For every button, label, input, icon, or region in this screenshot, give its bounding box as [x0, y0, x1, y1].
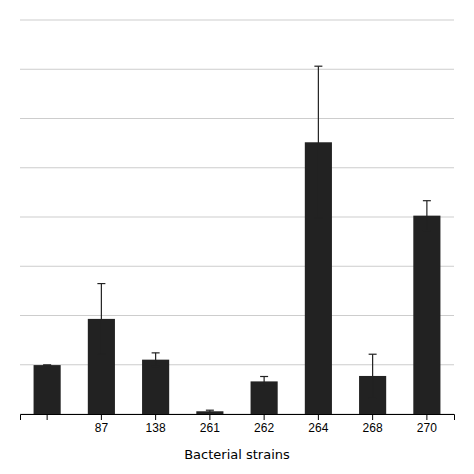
x-tick-label: 262 — [254, 421, 274, 435]
x-axis-title: Bacterial strains — [184, 447, 290, 462]
plot: 87 138 261 262 264 268 270 — [20, 20, 455, 435]
x-tick-label: 138 — [146, 421, 166, 435]
error-bar-cap — [97, 354, 105, 355]
grid-line — [20, 20, 454, 21]
error-bar-cap — [97, 283, 105, 284]
error-bar-stem — [426, 201, 427, 231]
x-tick-mark — [318, 414, 319, 420]
error-bar-stem — [155, 353, 156, 367]
bar — [142, 360, 169, 414]
error-bar-cap — [260, 376, 268, 377]
error-bar — [43, 365, 51, 366]
error-bar-stem — [264, 377, 265, 387]
error-bar-cap — [43, 364, 51, 365]
x-tick — [47, 414, 48, 420]
x-tick-mark — [372, 414, 373, 420]
error-bar — [260, 377, 268, 387]
error-bar-cap — [152, 366, 160, 367]
x-tick-label: 270 — [417, 421, 437, 435]
chart: 87 138 261 262 264 268 270 Bacterial strains — [0, 0, 474, 474]
error-bar — [97, 284, 105, 355]
marks — [34, 66, 441, 414]
grid-line — [20, 118, 454, 119]
x-tick-mark — [101, 414, 102, 420]
x-tick: 261 — [200, 414, 220, 435]
grid-line — [20, 167, 454, 168]
error-bar-cap — [206, 412, 214, 413]
error-bar-cap — [423, 200, 431, 201]
x-axis: 87 138 261 262 264 268 270 — [21, 414, 455, 435]
error-bar-stem — [318, 66, 319, 218]
error-bar-cap — [369, 354, 377, 355]
error-bar — [152, 353, 160, 367]
x-tick-mark — [47, 414, 48, 420]
error-bar-cap — [369, 397, 377, 398]
bar — [34, 365, 61, 414]
x-tick: 87 — [95, 414, 109, 435]
x-tick-mark — [264, 414, 265, 420]
grid-line — [20, 69, 454, 70]
x-tick-mark — [155, 414, 156, 420]
x-tick: 270 — [417, 414, 437, 435]
error-bar — [206, 410, 214, 412]
x-tick-label: 268 — [363, 421, 383, 435]
grid-line — [20, 364, 454, 365]
error-bar-stem — [372, 354, 373, 397]
error-bar-cap — [314, 66, 322, 67]
x-tick: 262 — [254, 414, 274, 435]
error-bar-stem — [101, 284, 102, 355]
grid-line — [20, 217, 454, 218]
error-bar-cap — [314, 218, 322, 219]
grid-line — [20, 266, 454, 267]
bar — [413, 216, 440, 414]
x-tick-mark — [426, 414, 427, 420]
bar — [251, 381, 278, 414]
x-tick-label: 87 — [95, 421, 109, 435]
error-bar-cap — [260, 386, 268, 387]
grid-line — [20, 315, 454, 316]
x-tick: 268 — [363, 414, 383, 435]
error-bar-cap — [43, 364, 51, 365]
x-tick-label: 261 — [200, 421, 220, 435]
x-tick-mark — [209, 414, 210, 420]
error-bar — [314, 66, 322, 218]
x-axis-line — [21, 415, 455, 421]
error-bar — [369, 354, 377, 397]
x-tick: 264 — [308, 414, 328, 435]
x-tick: 138 — [146, 414, 166, 435]
error-bar-cap — [152, 352, 160, 353]
error-bar-cap — [423, 230, 431, 231]
x-tick-label: 264 — [308, 421, 328, 435]
error-bar-cap — [206, 410, 214, 411]
error-bar — [423, 201, 431, 231]
grid — [20, 20, 454, 414]
